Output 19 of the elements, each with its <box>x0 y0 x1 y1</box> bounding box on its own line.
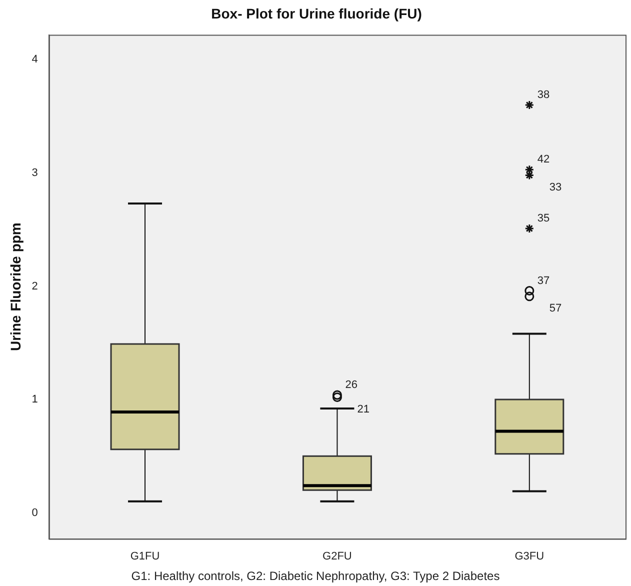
y-tick-label: 1 <box>32 394 38 406</box>
annotation: 37 <box>537 274 550 287</box>
y-tick-label: 4 <box>32 54 38 66</box>
y-tick-label: 2 <box>32 280 38 292</box>
x-tick-label: G2FU <box>322 550 352 562</box>
annotation: 42 <box>537 154 550 166</box>
chart-title: Box- Plot for Urine fluoride (FU) <box>211 5 422 22</box>
annotation: 38 <box>537 89 550 102</box>
annotation: 33 <box>549 181 562 194</box>
annotation: 21 <box>357 403 370 416</box>
x-tick-label: G1FU <box>130 550 160 562</box>
x-tick-label: G3FU <box>514 550 544 562</box>
y-axis-title: Urine Fluoride ppm <box>7 222 24 351</box>
y-tick-label: 3 <box>32 167 38 180</box>
y-tick-label: 0 <box>32 506 38 519</box>
annotation: 35 <box>537 212 550 225</box>
annotation: 26 <box>345 378 358 391</box>
text: G1: Healthy controls, G2: Diabetic Nephropathy, G3: Type 2 Diabetes <box>130 568 501 585</box>
annotation: 57 <box>549 302 562 314</box>
